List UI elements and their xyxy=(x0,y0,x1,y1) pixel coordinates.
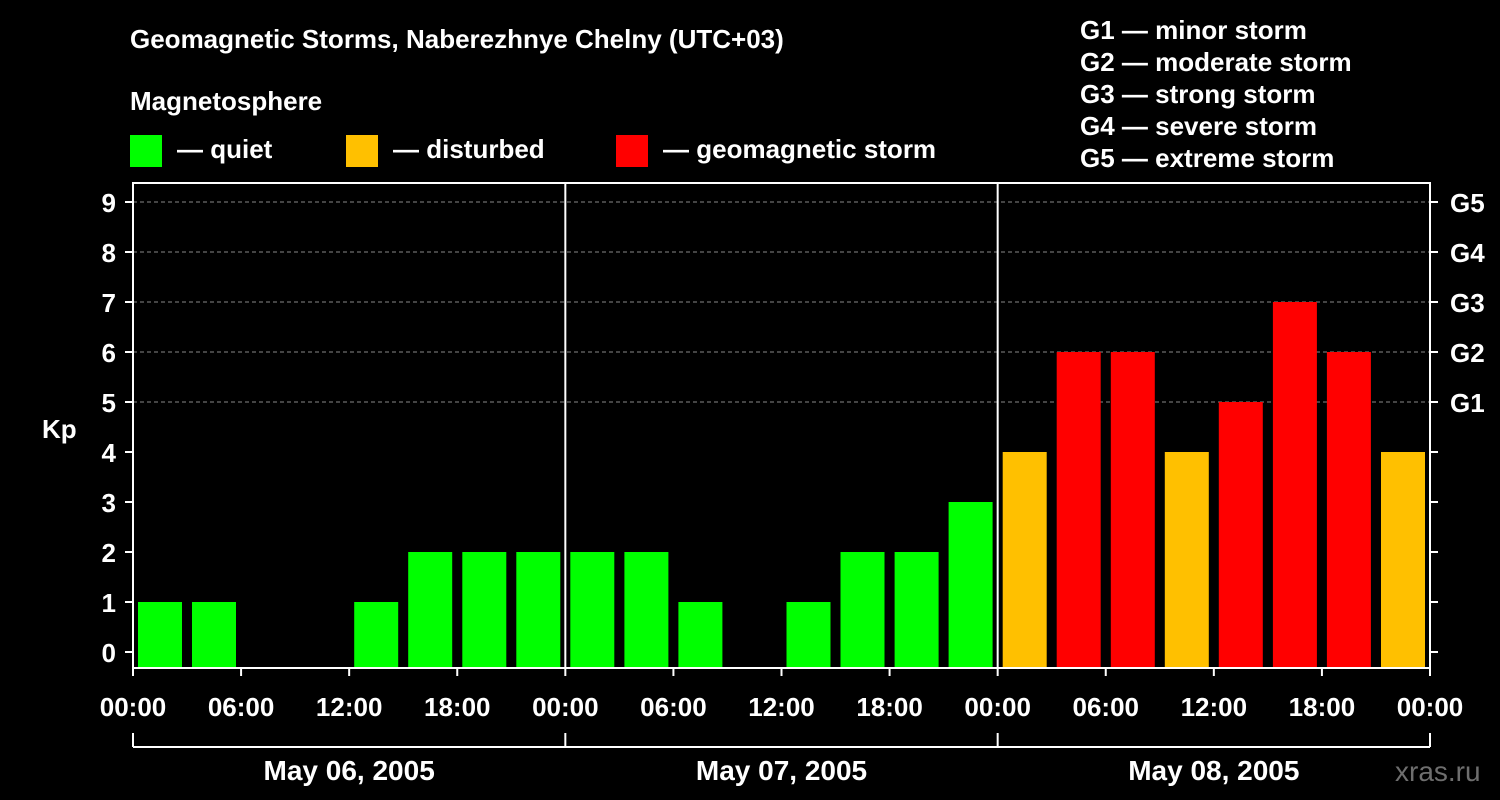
watermark: xras.ru xyxy=(1395,756,1481,787)
ytick-label-1: 1 xyxy=(102,588,116,618)
axes xyxy=(125,182,1438,748)
legend-label-disturbed: — disturbed xyxy=(393,134,545,164)
xtick-label-7: 18:00 xyxy=(856,692,923,722)
ytick-label-2: 2 xyxy=(102,538,116,568)
bar-13 xyxy=(840,552,885,668)
ytick-label-5: 5 xyxy=(102,388,116,418)
bar-15 xyxy=(948,502,993,668)
ytick-label-6: 6 xyxy=(102,338,116,368)
g-scale-label-G4: G4 xyxy=(1450,238,1485,268)
g-scale-label-G1: G1 xyxy=(1450,388,1485,418)
bar-7 xyxy=(516,552,561,668)
xtick-label-2: 12:00 xyxy=(316,692,383,722)
xtick-label-0: 00:00 xyxy=(100,692,167,722)
xtick-label-9: 06:00 xyxy=(1073,692,1140,722)
day-label-1: May 07, 2005 xyxy=(696,755,867,786)
bar-12 xyxy=(786,602,831,668)
ytick-label-9: 9 xyxy=(102,188,116,218)
xtick-label-10: 12:00 xyxy=(1181,692,1248,722)
xtick-label-11: 18:00 xyxy=(1289,692,1356,722)
storm-scale-g3: G3 — strong storm xyxy=(1080,79,1316,109)
legend-swatch-quiet xyxy=(130,135,162,167)
bar-22 xyxy=(1326,352,1371,668)
storm-scale-g4: G4 — severe storm xyxy=(1080,111,1318,141)
bar-16 xyxy=(1002,452,1047,668)
kp-bars xyxy=(138,302,1425,668)
g-scale-label-G5: G5 xyxy=(1450,188,1485,218)
bar-8 xyxy=(570,552,615,668)
storm-scale-g2: G2 — moderate storm xyxy=(1080,47,1352,77)
bar-4 xyxy=(354,602,399,668)
storm-scale-g1: G1 — minor storm xyxy=(1080,15,1307,45)
legend-label-storm: — geomagnetic storm xyxy=(663,134,937,164)
bar-23 xyxy=(1381,452,1425,668)
day-label-0: May 06, 2005 xyxy=(264,755,435,786)
bar-10 xyxy=(678,602,723,668)
xtick-label-5: 06:00 xyxy=(640,692,707,722)
bar-9 xyxy=(624,552,669,668)
xtick-label-4: 00:00 xyxy=(532,692,599,722)
bar-17 xyxy=(1056,352,1101,668)
legend-heading: Magnetosphere xyxy=(130,86,323,116)
bar-21 xyxy=(1272,302,1317,668)
chart-title: Geomagnetic Storms, Naberezhnye Chelny (… xyxy=(130,24,784,54)
xtick-label-3: 18:00 xyxy=(424,692,491,722)
bar-20 xyxy=(1218,402,1263,668)
bar-0 xyxy=(138,602,182,668)
y-axis-label: Kp xyxy=(42,414,77,444)
legend-label-quiet: — quiet xyxy=(177,134,273,164)
legend-swatch-storm xyxy=(616,135,648,167)
storm-scale-g5: G5 — extreme storm xyxy=(1080,143,1335,173)
ytick-label-7: 7 xyxy=(102,288,116,318)
ytick-label-8: 8 xyxy=(102,238,116,268)
bar-5 xyxy=(408,552,453,668)
bar-1 xyxy=(192,602,236,668)
xtick-label-12: 00:00 xyxy=(1397,692,1464,722)
gridlines xyxy=(133,201,1430,403)
bar-14 xyxy=(894,552,939,668)
bar-6 xyxy=(462,552,507,668)
g-scale-label-G2: G2 xyxy=(1450,338,1485,368)
xtick-label-8: 00:00 xyxy=(964,692,1031,722)
bar-19 xyxy=(1164,452,1209,668)
ytick-label-3: 3 xyxy=(102,488,116,518)
day-label-2: May 08, 2005 xyxy=(1128,755,1299,786)
g-scale-label-G3: G3 xyxy=(1450,288,1485,318)
axis-labels: 0 1 2 3 4 5 6 7 8 9 G1 G2 G3 G4 G5 Kp 00:00 06:00 12:00 18:… xyxy=(42,188,1485,786)
ytick-label-0: 0 xyxy=(102,638,116,668)
xtick-label-1: 06:00 xyxy=(208,692,275,722)
ytick-label-4: 4 xyxy=(102,438,117,468)
xtick-label-6: 12:00 xyxy=(748,692,815,722)
legend-swatch-disturbed xyxy=(346,135,378,167)
bar-18 xyxy=(1110,352,1155,668)
